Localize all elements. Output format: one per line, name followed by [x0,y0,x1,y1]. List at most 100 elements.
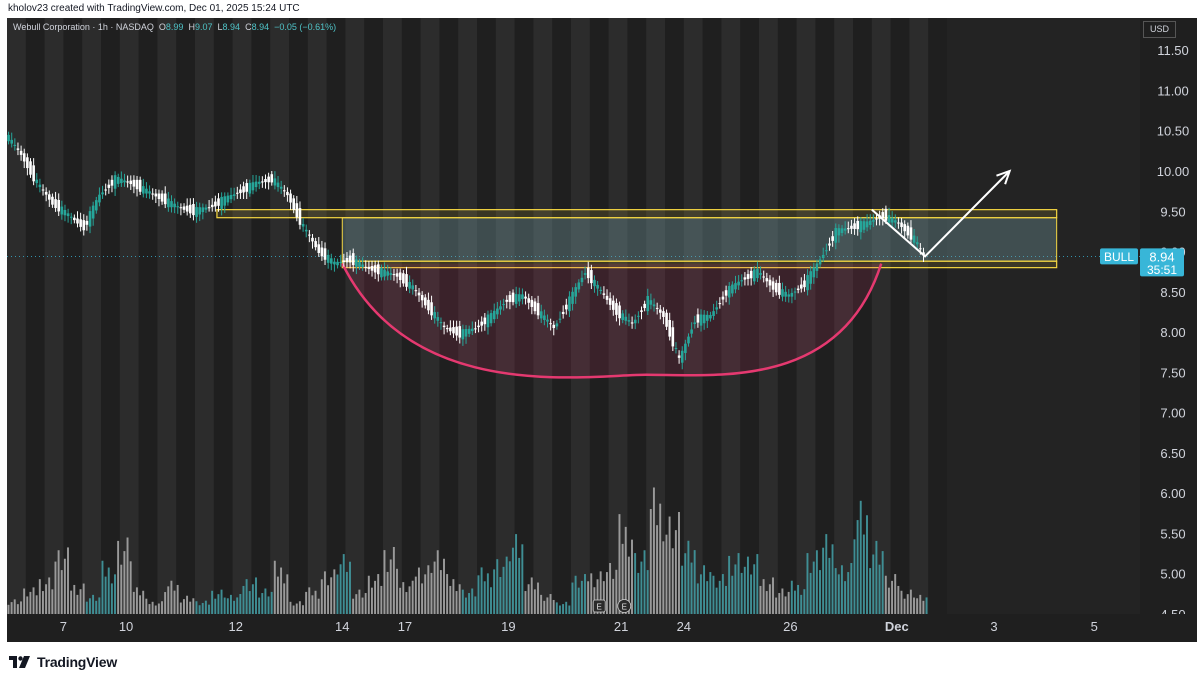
price-tick-label: 10.50 [1157,124,1190,139]
price-tick-label: 7.00 [1160,406,1185,421]
volume-bar [380,585,383,614]
volume-bar [135,587,138,614]
candle-body [458,326,462,338]
tradingview-logo[interactable]: TradingView [9,654,117,670]
legend: Webull Corporation · 1h · NASDAQ O8.99 H… [13,22,336,32]
candle-body [142,186,145,194]
candle-body [853,223,856,229]
volume-bar [631,539,633,614]
candle-body [342,260,346,263]
volume-bar [73,584,76,614]
volume-bar [283,583,286,614]
candle-body [7,134,10,142]
session-band [834,18,853,614]
volume-bar [746,556,749,614]
price-axis[interactable]: 11.5011.0010.5010.009.509.008.508.007.50… [1140,18,1197,642]
volume-bar [145,598,148,614]
candle-body [492,310,496,320]
candle-body [433,312,436,319]
volume-bar [740,572,743,614]
candle-body [749,270,753,279]
volume-bar [239,594,242,614]
candle-body [612,300,615,310]
time-tick-label: 17 [398,619,412,634]
candle-body [633,319,637,324]
candle-body [163,193,167,205]
candle-body [646,295,650,312]
volume-bar [248,591,251,614]
volume-bar [161,601,163,614]
candle-body [392,274,396,276]
volume-bar [480,567,483,614]
volume-bar [762,579,765,614]
volume-bar [709,572,712,614]
currency-button[interactable]: USD [1143,21,1176,38]
volume-bar [693,550,696,614]
volume-bar [828,557,831,614]
time-tick-label: 10 [119,619,133,634]
volume-bar [98,597,101,614]
volume-bar [189,601,192,614]
volume-bar [392,546,395,614]
volume-bar [110,583,113,614]
candle-body [912,235,916,243]
candle-body [395,273,399,277]
candle-body [204,207,208,210]
volume-bar [245,579,248,614]
candle-body [424,297,427,306]
candle-body [326,254,330,263]
volume-bar [837,574,840,614]
price-tick-label: 11.50 [1157,43,1189,58]
session-band [721,18,741,614]
volume-bar [195,601,198,614]
volume-bar [305,591,308,614]
volume-bar [872,554,875,614]
volume-bar [803,589,806,614]
candle-body [48,194,51,200]
candle-body [364,266,368,268]
volume-bar [13,599,16,614]
candle-body [333,261,336,265]
session-shading [7,18,1140,614]
price-tick-label: 8.50 [1160,285,1185,300]
candle-body [627,320,631,322]
footer: TradingView [0,642,1199,681]
candle-body [157,193,161,200]
candle-body [536,303,540,316]
price-tick-label: 10.00 [1157,164,1190,179]
earnings-marker [592,599,606,613]
chart-area[interactable]: 11.5011.0010.5010.009.509.008.508.007.50… [7,18,1197,642]
candle-body [380,267,383,278]
volume-bar [897,585,900,614]
volume-bar [63,558,66,614]
candle-body [690,329,693,334]
volume-bar [32,587,35,614]
volume-bar [862,534,865,614]
volume-bar [48,577,51,614]
volume-bar [759,585,762,614]
candle-body [671,327,675,347]
volume-bar [558,605,561,614]
volume-bar [574,575,577,614]
legend-c-label: C [245,22,252,32]
time-tick-label: Dec [885,619,909,634]
candle-body [160,193,164,202]
candle-body [596,284,599,289]
volume-bar [79,589,82,614]
candle-body [903,224,906,232]
volume-bar [477,575,480,614]
candle-body [702,314,706,324]
candle-body [793,291,797,293]
session-band [7,18,26,614]
volume-bar [414,576,417,614]
candle-body [618,305,621,319]
volume-bar [204,600,207,614]
price-tick-label: 8.00 [1160,325,1185,340]
price-chart[interactable]: 11.5011.0010.5010.009.509.008.508.007.50… [7,18,1197,642]
volume-bar [587,581,590,614]
candle-body [261,181,264,183]
volume-bar [565,601,568,614]
time-axis[interactable]: 7 10 12 14 17 19 21 24 26 Dec 3 5 [7,614,1197,642]
volume-bar [775,597,778,614]
